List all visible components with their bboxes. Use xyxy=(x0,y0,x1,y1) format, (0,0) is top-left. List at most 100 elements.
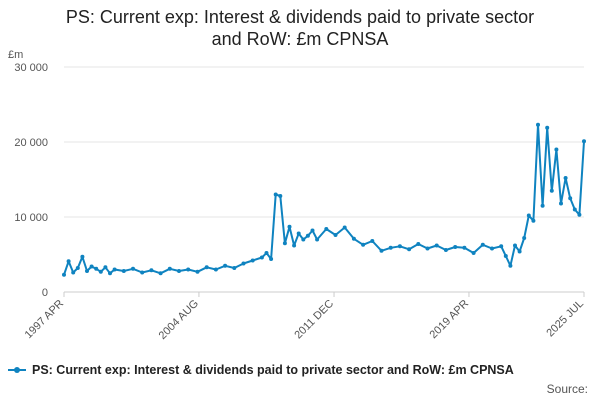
data-point[interactable] xyxy=(259,255,264,260)
legend-label: PS: Current exp: Interest & dividends pa… xyxy=(32,363,514,377)
data-point[interactable] xyxy=(490,246,494,251)
data-point[interactable] xyxy=(342,225,347,230)
data-point[interactable] xyxy=(443,248,448,252)
data-point[interactable] xyxy=(158,271,163,276)
data-point[interactable] xyxy=(531,218,536,223)
data-point[interactable] xyxy=(204,265,209,270)
data-point[interactable] xyxy=(554,147,559,152)
data-point[interactable] xyxy=(213,267,218,272)
data-point[interactable] xyxy=(177,269,181,273)
y-tick-label: 10 000 xyxy=(14,212,48,224)
data-point[interactable] xyxy=(582,139,586,144)
data-point[interactable] xyxy=(112,267,117,272)
y-tick-label: 20 000 xyxy=(14,137,48,149)
data-point[interactable] xyxy=(416,242,421,246)
data-point[interactable] xyxy=(223,263,228,268)
data-point[interactable] xyxy=(301,237,306,242)
data-point[interactable] xyxy=(315,237,320,242)
legend-line-marker-icon xyxy=(8,364,26,376)
series-layer xyxy=(62,122,586,277)
data-point[interactable] xyxy=(397,244,402,249)
data-point[interactable] xyxy=(66,259,71,264)
x-tick-label: 2011 DEC xyxy=(292,298,336,342)
data-point[interactable] xyxy=(545,125,550,130)
x-tick-label: 2019 APR xyxy=(428,298,472,342)
source-label: Source: xyxy=(546,382,588,396)
data-point[interactable] xyxy=(540,203,545,208)
data-point[interactable] xyxy=(407,247,412,252)
x-tick-label: 2004 AUG xyxy=(157,298,201,342)
data-point[interactable] xyxy=(310,228,315,233)
data-point[interactable] xyxy=(85,269,89,273)
data-point[interactable] xyxy=(241,261,246,266)
data-point[interactable] xyxy=(305,233,310,238)
data-point[interactable] xyxy=(388,245,393,250)
data-point[interactable] xyxy=(333,233,338,237)
data-point[interactable] xyxy=(536,122,540,127)
y-tick-label: 30 000 xyxy=(14,62,48,74)
data-point[interactable] xyxy=(94,266,99,271)
data-point[interactable] xyxy=(250,258,255,263)
data-point[interactable] xyxy=(186,267,191,272)
chart-title: PS: Current exp: Interest & dividends pa… xyxy=(0,6,600,50)
data-point[interactable] xyxy=(351,236,356,241)
data-point[interactable] xyxy=(379,248,384,253)
series-line xyxy=(63,123,585,276)
data-point[interactable] xyxy=(513,243,517,248)
data-point[interactable] xyxy=(62,272,66,277)
data-point[interactable] xyxy=(499,244,504,249)
data-point[interactable] xyxy=(269,257,274,261)
data-point[interactable] xyxy=(361,242,366,247)
data-point[interactable] xyxy=(278,194,283,198)
data-point[interactable] xyxy=(462,245,467,250)
data-point[interactable] xyxy=(559,201,563,206)
data-point[interactable] xyxy=(292,243,297,248)
data-point[interactable] xyxy=(517,249,522,254)
y-axis-unit-label: £m xyxy=(8,49,23,61)
data-point[interactable] xyxy=(273,192,278,197)
chart-title-line-2: and RoW: £m CPNSA xyxy=(211,29,389,49)
data-point[interactable] xyxy=(149,268,154,273)
data-point[interactable] xyxy=(75,266,80,270)
data-point[interactable] xyxy=(264,251,269,255)
x-tick-label: 2025 JUL xyxy=(544,298,586,340)
data-point[interactable] xyxy=(131,266,135,271)
chart-title-line-1: PS: Current exp: Interest & dividends pa… xyxy=(65,7,535,27)
data-point[interactable] xyxy=(140,270,145,275)
x-tick-label: 1997 APR xyxy=(23,298,67,342)
data-point[interactable] xyxy=(503,254,508,258)
grid-lines xyxy=(64,66,584,293)
x-axis-ticks: 1997 APR 2004 AUG 2011 DEC 2019 APR 2025 JUL xyxy=(23,292,586,342)
data-point[interactable] xyxy=(103,265,108,270)
data-point[interactable] xyxy=(572,207,577,212)
data-point[interactable] xyxy=(89,264,94,269)
data-point[interactable] xyxy=(526,213,531,218)
data-point[interactable] xyxy=(108,271,112,276)
data-point[interactable] xyxy=(480,242,485,247)
y-tick-label: 0 xyxy=(42,287,48,299)
data-point[interactable] xyxy=(167,266,172,271)
data-point[interactable] xyxy=(549,188,554,193)
data-point[interactable] xyxy=(287,224,292,229)
data-point[interactable] xyxy=(195,269,200,274)
data-point[interactable] xyxy=(563,176,568,180)
data-point[interactable] xyxy=(370,239,375,243)
data-point[interactable] xyxy=(434,243,439,248)
data-point[interactable] xyxy=(522,236,527,240)
data-point[interactable] xyxy=(296,231,301,236)
data-point[interactable] xyxy=(453,245,458,249)
data-point[interactable] xyxy=(80,254,85,259)
legend[interactable]: PS: Current exp: Interest & dividends pa… xyxy=(8,363,598,377)
data-point[interactable] xyxy=(71,270,76,275)
data-point[interactable] xyxy=(471,251,476,255)
data-point[interactable] xyxy=(568,196,573,201)
data-point[interactable] xyxy=(121,269,126,273)
data-point[interactable] xyxy=(508,263,513,268)
data-point[interactable] xyxy=(324,227,329,231)
data-point[interactable] xyxy=(282,241,287,246)
data-point[interactable] xyxy=(577,212,582,217)
data-point[interactable] xyxy=(232,266,237,270)
data-point[interactable] xyxy=(98,269,103,274)
data-point[interactable] xyxy=(425,246,430,251)
